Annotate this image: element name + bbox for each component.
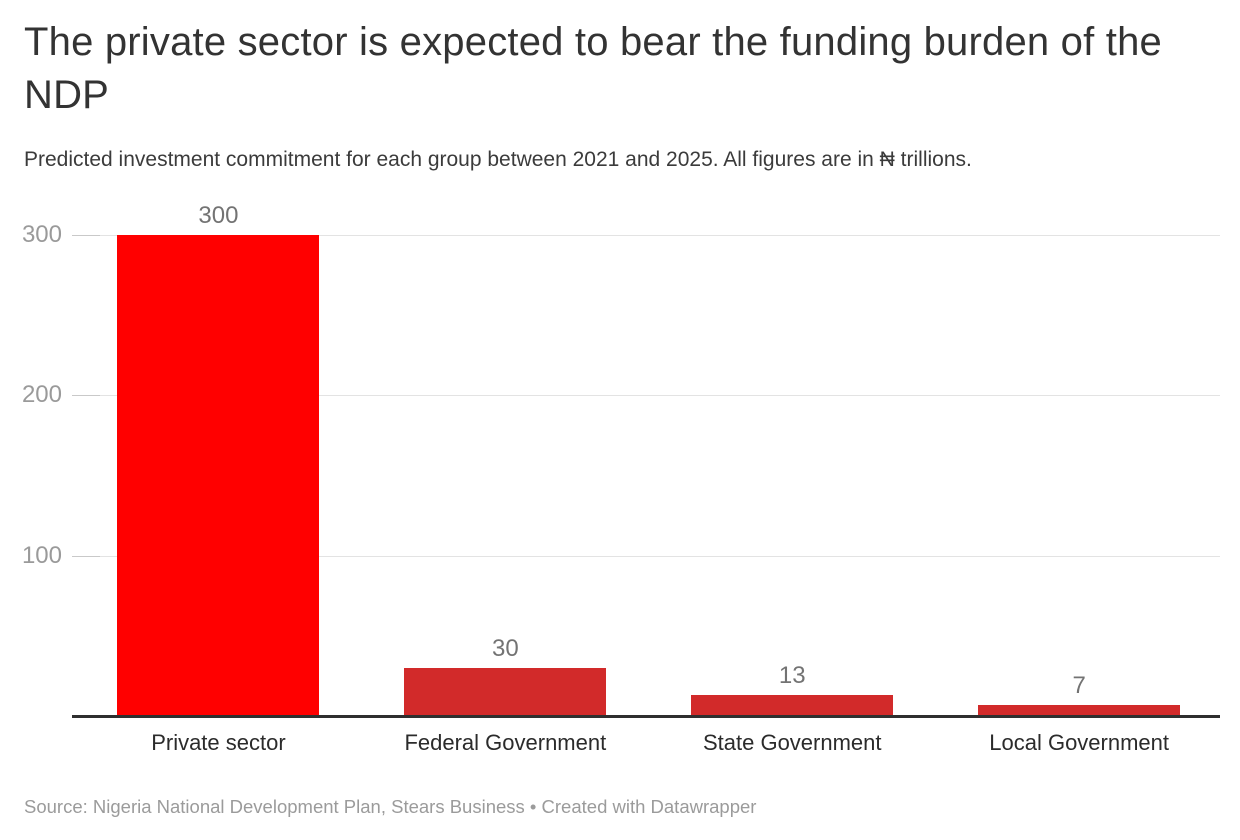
bar [117,235,320,716]
source-note: Source: Nigeria National Development Pla… [24,796,757,817]
gridline [72,556,1220,557]
page-title: The private sector is expected to bear t… [24,20,1162,117]
bar [691,695,894,716]
x-axis-line [72,715,1220,718]
x-axis-category-label: Private sector [151,730,286,755]
bar-value-label: 13 [778,662,806,690]
x-axis-category-label: State Government [702,730,882,755]
bar-value-label: 30 [491,634,519,662]
bar [404,667,607,716]
chart-subtitle: Predicted investment commitment for each… [24,148,972,171]
y-axis-tick-label: 300 [21,221,62,248]
bar [978,704,1181,716]
gridline [72,395,1220,396]
y-axis-tick [72,556,100,557]
y-axis-tick [72,235,100,236]
bar-value-label: 7 [1072,671,1086,699]
y-axis-tick-label: 100 [21,542,62,569]
bar-value-label: 300 [198,202,239,229]
y-axis-tick-label: 200 [21,381,62,408]
gridline [72,235,1220,236]
x-axis-category-label: Local Government [989,730,1170,755]
x-axis-category-label: Federal Government [404,730,607,755]
y-axis-tick [72,395,100,396]
